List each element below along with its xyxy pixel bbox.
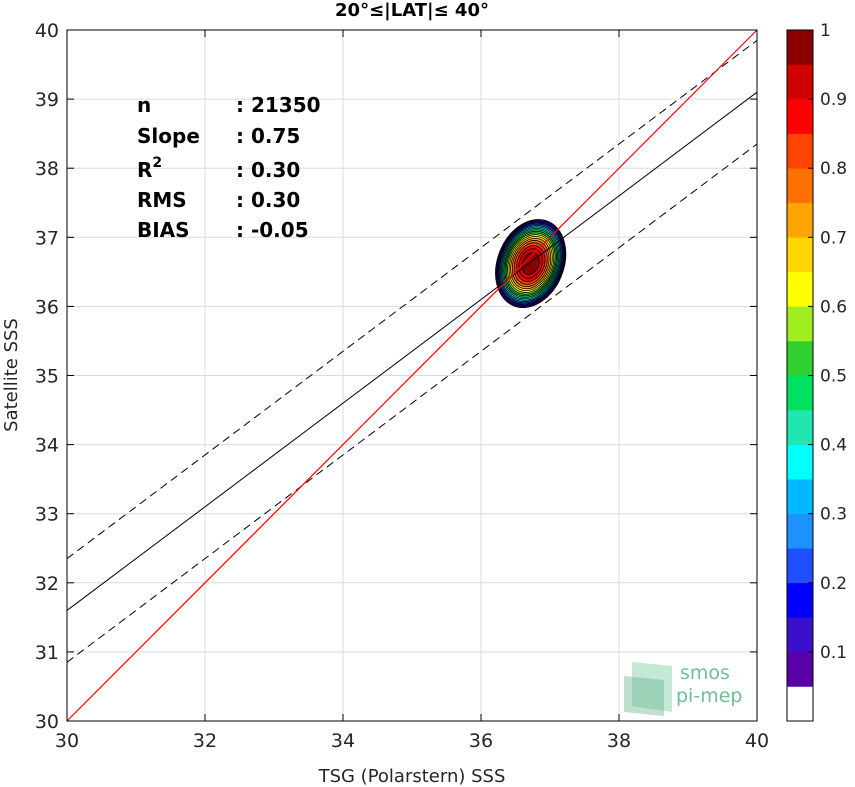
y-axis-ticks: 30 31 32 33 34 35 36 37 38 39 40 [35,20,757,733]
identity-line [66,29,758,722]
y-tick-label: 31 [35,642,59,664]
smos-pimep-logo: smos pi-mep [624,662,742,716]
x-tick-label: 30 [55,730,79,752]
upper-bound-line [66,39,758,560]
stat-value: : 0.30 [236,158,300,182]
fit-line [66,91,758,611]
y-tick-label: 37 [35,227,59,249]
colorbar-segment [787,513,813,549]
x-axis-ticks: 30 32 34 36 38 40 [55,30,769,752]
colorbar-segment [787,479,813,514]
stats-box: n : 21350 Slope : 0.75 R2 : 0.30 RMS : 0.30 BIAS… [137,93,321,242]
chart-title: 20°≤|LAT|≤ 40° [335,0,489,21]
y-tick-label: 36 [35,296,59,318]
colorbar-segment [787,548,813,584]
colorbar-segment [787,375,813,411]
colorbar-segment [787,617,813,653]
colorbar-segment [787,168,813,204]
lower-bound-line [66,143,758,663]
logo-waves-icon [632,662,672,712]
stat-value: : 0.30 [236,188,300,212]
colorbar-segment [787,686,813,722]
colorbar-segment [787,237,813,273]
y-tick-label: 32 [35,573,59,595]
x-tick-label: 38 [607,730,631,752]
x-tick-label: 32 [193,730,217,752]
x-tick-label: 34 [331,730,355,752]
colorbar-segment [787,202,813,238]
colorbar-segment [787,30,813,65]
colorbar-segment [787,410,813,445]
colorbar-tick-label: 0.4 [820,436,847,456]
colorbar-tick-label: 0.3 [820,505,847,525]
colorbar-tick-label: 0.7 [820,228,847,248]
stat-label: n [137,93,151,117]
stat-label: R2 [137,155,162,182]
stat-label: RMS [137,188,187,212]
x-tick-label: 36 [469,730,493,752]
regression-lines [66,29,758,722]
colorbar-tick-label: 0.8 [820,159,847,179]
colorbar-segment [787,99,813,134]
y-tick-label: 38 [35,158,59,180]
logo-text-line1: smos [680,662,730,684]
colorbar-tick-label: 0.1 [820,643,847,663]
y-tick-label: 33 [35,504,59,526]
logo-waves-icon-2 [624,676,664,716]
stat-value: : -0.05 [236,218,309,242]
logo-text-line2: pi-mep [676,685,742,707]
stat-value: : 21350 [236,93,321,117]
y-tick-label: 35 [35,366,59,388]
colorbar-segment [787,651,813,687]
y-tick-label: 30 [35,711,59,733]
y-tick-label: 39 [35,89,59,111]
colorbar-segment [787,444,813,480]
x-tick-label: 40 [745,730,769,752]
stat-label: Slope [137,124,200,148]
colorbar-segment [787,340,813,376]
x-axis-label: TSG (Polarstern) SSS [318,766,506,787]
colorbar-segment [787,271,813,307]
colorbar-tick-label: 1 [820,21,831,41]
stat-label: BIAS [137,218,190,242]
stat-value: : 0.75 [236,124,300,148]
colorbar-segment [787,133,813,169]
colorbar-tick-label: 0.2 [820,574,847,594]
colorbar-segment [787,64,813,100]
y-tick-label: 34 [35,435,59,457]
colorbar-segment [787,582,813,618]
colorbar-tick-label: 0.9 [820,90,847,110]
colorbar-segment [787,306,813,342]
colorbar-tick-label: 0.5 [820,367,847,387]
colorbar-tick-label: 0.6 [820,297,847,317]
y-axis-label: Satellite SSS [1,318,22,432]
colorbar: 0.1 0.2 0.3 0.4 0.5 0.6 0.7 0.8 0.9 1 [786,21,847,722]
density-contours [495,219,567,309]
y-tick-label: 40 [35,20,59,42]
